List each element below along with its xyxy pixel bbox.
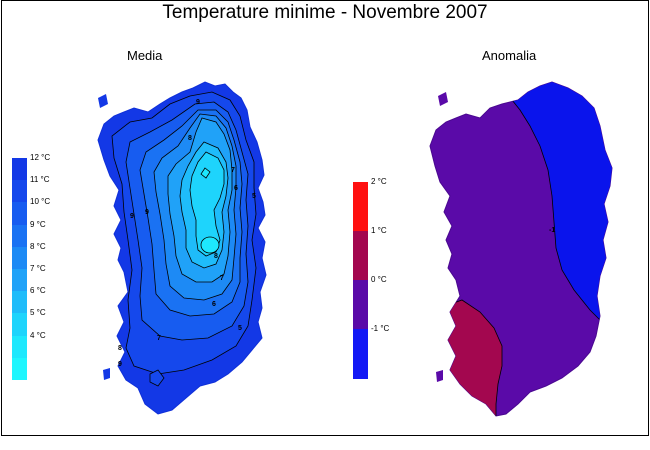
contour-label: 9 (196, 99, 200, 106)
contour-label: 8 (118, 345, 122, 352)
islet (103, 368, 110, 380)
contour-label: 7 (231, 167, 235, 174)
legend-tick-label: -1 °C (371, 324, 390, 333)
map-media: 9 8 7 6 5 9 9 8 7 6 5 7 8 9 (97, 81, 267, 415)
islet (436, 370, 443, 382)
contour-label: 8 (188, 135, 192, 142)
legend-swatch (353, 231, 368, 281)
legend-tick-label: 9 °C (30, 219, 46, 229)
legend-anomalia: 2 °C 1 °C 0 °C -1 °C (353, 177, 403, 379)
legend-swatch (12, 202, 27, 226)
legend-tick-label: 0 °C (371, 275, 387, 284)
contour-label: 5 (238, 325, 242, 332)
legend-tick-label: 2 °C (371, 177, 387, 186)
legend-tick-label: 10 °C (30, 197, 51, 207)
contour-label: 6 (234, 185, 238, 192)
legend-tick-label: 11 °C (30, 175, 50, 185)
legend-tick-label: 4 °C (30, 330, 46, 340)
panel-title-anomalia: Anomalia (482, 48, 537, 63)
legend-swatch (353, 329, 368, 379)
contour-label: -1 (549, 227, 555, 234)
islet (438, 92, 448, 106)
legend-tick-label: 12 °C (30, 153, 51, 162)
contour-label: 6 (212, 301, 216, 308)
legend-tick-label: 7 °C (30, 264, 46, 273)
figure-title: Temperature minime - Novembre 2007 (162, 2, 488, 23)
contour-label: 9 (130, 213, 134, 220)
legend-tick-label: 5 °C (30, 308, 46, 318)
islet (98, 94, 108, 108)
legend-tick-label: 8 °C (30, 241, 46, 251)
legend-swatch (353, 280, 368, 330)
legend-swatch (12, 246, 27, 270)
contour-label: 7 (157, 335, 161, 342)
legend-swatch (12, 335, 27, 359)
legend-tick-label: 1 °C (371, 226, 387, 235)
contour-label: 9 (118, 361, 122, 368)
legend-swatch (12, 158, 27, 181)
contour-label: 7 (220, 275, 224, 282)
legend-media: 12 °C 11 °C 10 °C 9 °C 8 °C 7 °C 6 °C 5 °C 4 °C (12, 153, 62, 381)
legend-swatch (12, 180, 27, 203)
contour-label: 8 (214, 253, 218, 260)
islet (462, 266, 472, 282)
legend-swatch (12, 357, 27, 381)
legend-swatch (353, 182, 368, 232)
legend-swatch (12, 269, 27, 292)
contour-label: 5 (252, 193, 256, 200)
legend-tick-label: 6 °C (30, 286, 46, 296)
legend-swatch (12, 291, 27, 314)
legend-swatch (12, 224, 27, 248)
contour-label: 9 (145, 209, 149, 216)
legend-swatch (12, 313, 27, 337)
map-anomalia: -1 (429, 81, 613, 417)
panel-title-media: Media (127, 48, 163, 63)
